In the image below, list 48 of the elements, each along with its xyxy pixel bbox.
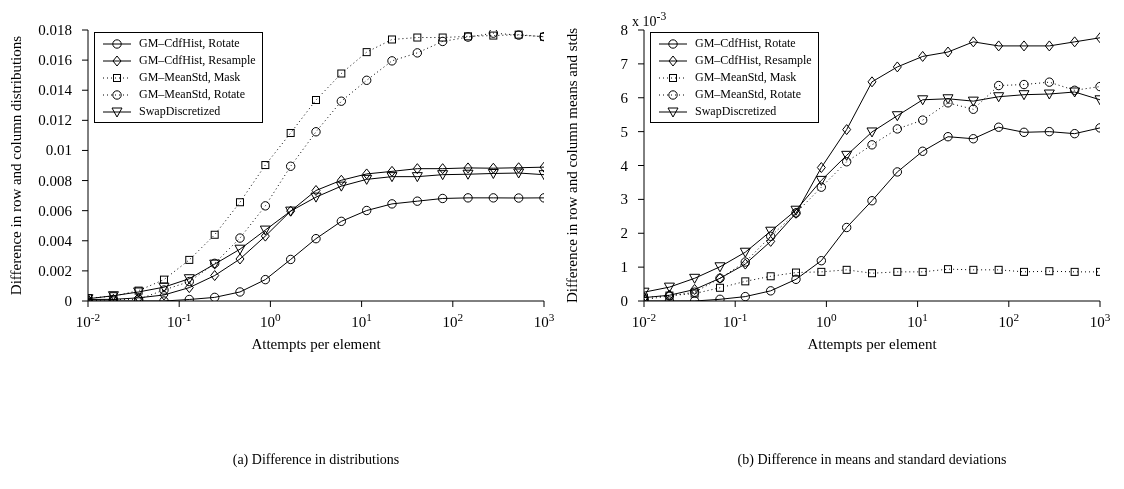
x-tick-label: 10$^{0}$ <box>816 311 838 330</box>
x-tick-label: 10$^{3}$ <box>533 311 555 330</box>
y-tick-label: 0.008 <box>38 172 72 189</box>
legend-label: GM–CdfHist, Rotate <box>139 36 240 51</box>
y-tick-label: 0.018 <box>38 22 72 38</box>
x-tick-label: 10$^{1}$ <box>351 311 372 330</box>
legend-label: SwapDiscretized <box>139 104 221 119</box>
text: (a) Difference in distributions <box>231 452 401 468</box>
x-tick-label: 10$^{0}$ <box>260 311 282 330</box>
y-tick-label: 7 <box>620 55 629 72</box>
y-tick-label: 0.014 <box>38 82 73 99</box>
x-axis-title: Attempts per element <box>807 336 938 352</box>
x-tick-label: 10$^{1}$ <box>907 311 928 330</box>
legend-label: SwapDiscretized <box>695 104 777 119</box>
x-axis-title: Attempts per element <box>251 336 382 352</box>
y-tick-label: 1 <box>620 259 628 276</box>
text: x 10$^{-3}$ <box>632 10 667 30</box>
y-tick-label: 0.006 <box>38 202 73 219</box>
x-tick-label: 10$^{-2}$ <box>75 311 101 330</box>
legend-label: GM–MeanStd, Mask <box>695 70 797 85</box>
legend-label: GM–CdfHist, Rotate <box>695 36 796 51</box>
legend-label: GM–MeanStd, Mask <box>139 70 241 85</box>
legend-label: GM–MeanStd, Rotate <box>139 87 245 102</box>
y-tick-label: 0.004 <box>38 232 73 249</box>
y-tick-label: 0.012 <box>38 112 72 129</box>
y-tick-label: 0 <box>620 293 628 309</box>
y-tick-label: 2 <box>620 225 628 242</box>
y-tick-label: 5 <box>620 123 628 140</box>
y-tick-label: 4 <box>620 157 629 174</box>
x-tick-label: 10$^{2}$ <box>998 311 1020 330</box>
y-tick-label: 0 <box>64 293 72 309</box>
y-tick-label: 8 <box>620 22 628 38</box>
y-tick-label: 3 <box>620 191 628 208</box>
x-tick-label: 10$^{2}$ <box>442 311 464 330</box>
x-tick-label: 10$^{3}$ <box>1089 311 1111 330</box>
y-axis-title: Difference in row and column distributions <box>8 35 25 296</box>
x-tick-label: 10$^{-1}$ <box>723 311 748 330</box>
x-tick-label: 10$^{-2}$ <box>631 311 657 330</box>
y-tick-label: 0.01 <box>45 142 72 159</box>
legend-label: GM–MeanStd, Rotate <box>695 87 801 102</box>
text: (b) Difference in means and standard deviations <box>736 452 1008 468</box>
legend-label: GM–CdfHist, Resample <box>695 53 812 68</box>
y-tick-label: 6 <box>620 89 629 106</box>
y-tick-label: 0.002 <box>38 262 72 279</box>
legend-label: GM–CdfHist, Resample <box>139 53 256 68</box>
y-axis-title: Difference in row and column means and stds <box>564 27 581 304</box>
x-tick-label: 10$^{-1}$ <box>167 311 192 330</box>
y-tick-label: 0.016 <box>38 52 73 69</box>
